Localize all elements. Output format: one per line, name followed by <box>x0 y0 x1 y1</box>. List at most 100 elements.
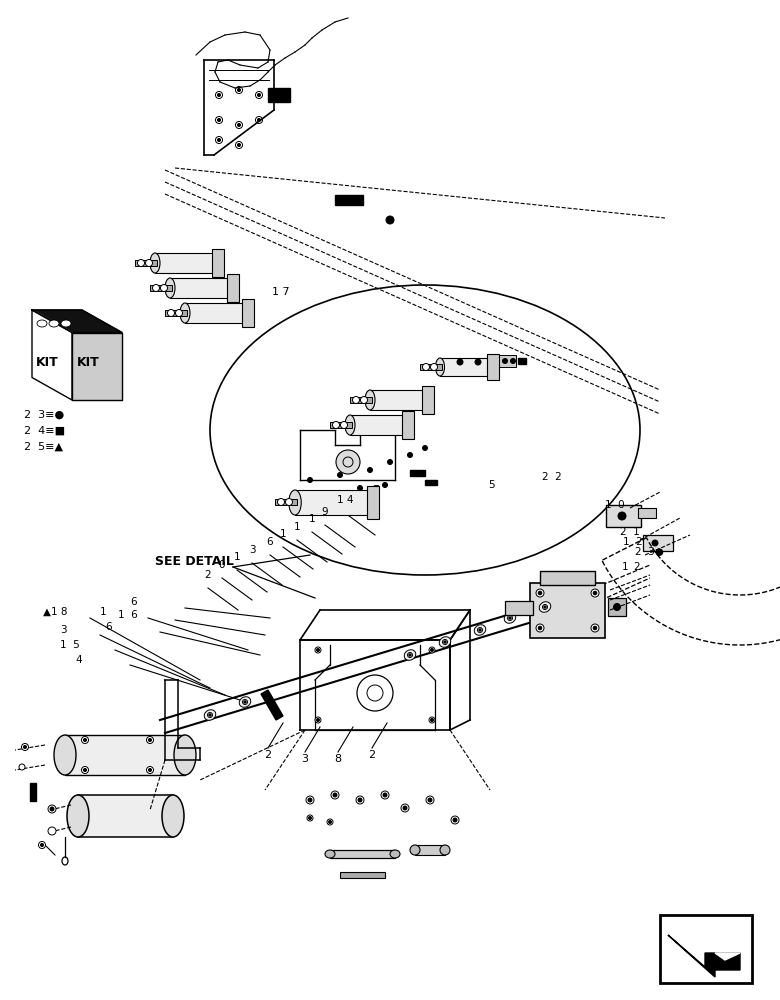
Ellipse shape <box>204 710 216 720</box>
Text: 1: 1 <box>100 607 107 617</box>
Circle shape <box>536 624 544 632</box>
Ellipse shape <box>174 735 196 775</box>
Ellipse shape <box>439 637 451 647</box>
Circle shape <box>148 768 151 772</box>
Circle shape <box>147 736 154 744</box>
Text: 8: 8 <box>335 754 342 764</box>
Circle shape <box>423 363 430 370</box>
Circle shape <box>306 796 314 804</box>
Circle shape <box>315 717 321 723</box>
Ellipse shape <box>440 845 450 855</box>
Circle shape <box>331 791 339 799</box>
Circle shape <box>148 738 151 742</box>
Circle shape <box>278 498 285 506</box>
Text: 1: 1 <box>294 522 300 532</box>
Ellipse shape <box>345 415 355 435</box>
Circle shape <box>382 483 388 488</box>
Circle shape <box>81 766 88 774</box>
Circle shape <box>451 816 459 824</box>
Bar <box>30 783 36 801</box>
Circle shape <box>543 604 548 609</box>
Bar <box>367 486 379 519</box>
Circle shape <box>353 396 360 403</box>
Text: 3: 3 <box>302 754 309 764</box>
Circle shape <box>431 648 434 652</box>
Text: 2  1: 2 1 <box>620 527 640 537</box>
Ellipse shape <box>67 795 89 837</box>
Text: 3: 3 <box>60 625 66 635</box>
Circle shape <box>19 764 25 770</box>
Circle shape <box>308 798 312 802</box>
Text: 1: 1 <box>309 514 315 524</box>
Circle shape <box>429 717 435 723</box>
Bar <box>212 249 224 277</box>
Bar <box>155 253 220 273</box>
Circle shape <box>403 806 407 810</box>
Ellipse shape <box>54 735 76 775</box>
Text: 1: 1 <box>622 562 629 572</box>
Circle shape <box>332 422 339 428</box>
Circle shape <box>407 452 413 458</box>
Text: 2  3●: 2 3● <box>635 547 664 557</box>
Ellipse shape <box>49 320 59 327</box>
Text: 5: 5 <box>488 480 495 490</box>
Circle shape <box>83 738 87 742</box>
Bar <box>135 260 157 266</box>
Text: 1  0: 1 0 <box>605 500 625 510</box>
Circle shape <box>309 816 311 820</box>
Bar <box>165 310 187 316</box>
Circle shape <box>237 143 240 146</box>
Polygon shape <box>72 332 122 400</box>
Circle shape <box>48 827 56 835</box>
Circle shape <box>237 123 240 126</box>
Text: 1: 1 <box>234 552 240 562</box>
Circle shape <box>315 647 321 653</box>
Ellipse shape <box>474 625 486 635</box>
Bar <box>78 795 173 837</box>
Circle shape <box>429 647 435 653</box>
Circle shape <box>23 746 27 748</box>
Circle shape <box>209 714 211 716</box>
Ellipse shape <box>325 850 335 858</box>
Bar <box>660 915 752 983</box>
Bar <box>638 508 656 518</box>
Bar <box>261 690 283 720</box>
Bar <box>643 535 673 551</box>
Circle shape <box>81 736 88 744</box>
Bar <box>498 355 516 367</box>
Text: 3: 3 <box>249 545 255 555</box>
Text: 2  3≡●: 2 3≡● <box>24 410 64 420</box>
Circle shape <box>207 712 212 718</box>
Circle shape <box>509 617 511 619</box>
Text: 1  5: 1 5 <box>60 640 80 650</box>
Text: 2: 2 <box>368 750 375 760</box>
Circle shape <box>328 820 332 824</box>
Circle shape <box>538 626 542 630</box>
Circle shape <box>591 624 599 632</box>
Text: SEE DETAIL: SEE DETAIL <box>155 555 234 568</box>
Circle shape <box>48 805 56 813</box>
Text: 1: 1 <box>280 529 286 539</box>
Bar <box>350 397 372 403</box>
Circle shape <box>83 768 87 772</box>
Circle shape <box>137 259 144 266</box>
Circle shape <box>146 259 153 266</box>
Circle shape <box>22 744 29 750</box>
Circle shape <box>358 798 362 802</box>
Circle shape <box>444 641 446 643</box>
Circle shape <box>244 701 246 703</box>
Ellipse shape <box>162 795 184 837</box>
Circle shape <box>317 648 320 652</box>
Ellipse shape <box>37 320 47 327</box>
Circle shape <box>336 450 360 474</box>
Circle shape <box>38 842 45 848</box>
Circle shape <box>407 652 413 658</box>
Text: 2  5≡▲: 2 5≡▲ <box>24 442 63 452</box>
Circle shape <box>508 615 512 620</box>
Circle shape <box>153 284 159 292</box>
Text: 2  4≡■: 2 4≡■ <box>24 426 65 436</box>
Bar <box>370 390 430 410</box>
Bar <box>242 299 254 327</box>
Bar <box>402 411 414 439</box>
Bar <box>330 850 395 858</box>
